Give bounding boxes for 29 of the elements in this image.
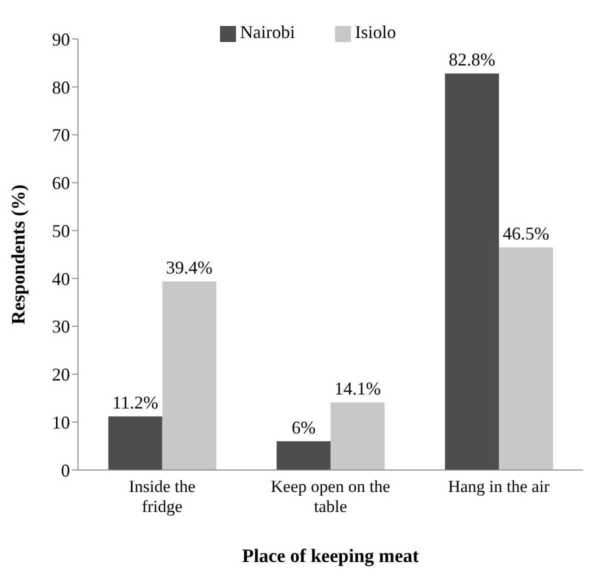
x-tick-label: Inside the fridge <box>128 477 196 516</box>
data-label: 82.8% <box>448 49 496 70</box>
x-tick-label: Keep open on the table <box>270 477 390 516</box>
y-tick-label: 50 <box>52 220 70 241</box>
y-tick-label: 30 <box>52 316 70 337</box>
bar <box>108 416 162 470</box>
data-label: 14.1% <box>334 378 381 398</box>
x-tick-label: Hang in the air <box>448 477 550 496</box>
data-label: 39.4% <box>166 257 213 278</box>
bar <box>330 402 385 470</box>
x-axis-title: Place of keeping meat <box>242 546 420 567</box>
bar <box>276 441 331 470</box>
bar <box>444 73 499 470</box>
data-label: 11.2% <box>112 392 158 412</box>
legend-label: Nairobi <box>240 22 295 42</box>
y-tick-label: 60 <box>52 173 70 194</box>
y-tick-label: 10 <box>52 412 70 432</box>
y-axis-title: Respondents (%) <box>8 184 30 324</box>
y-tick-label: 70 <box>52 125 70 146</box>
bar <box>162 281 216 470</box>
y-tick-label: 20 <box>52 364 70 385</box>
data-label: 46.5% <box>502 223 550 244</box>
y-tick-label: 0 <box>61 460 70 480</box>
y-tick-label: 90 <box>52 29 70 50</box>
data-label: 6% <box>292 417 316 438</box>
legend-label: Isiolo <box>354 22 396 42</box>
y-tick-label: 40 <box>52 268 70 289</box>
bar <box>498 247 553 470</box>
y-tick-label: 80 <box>52 77 70 98</box>
